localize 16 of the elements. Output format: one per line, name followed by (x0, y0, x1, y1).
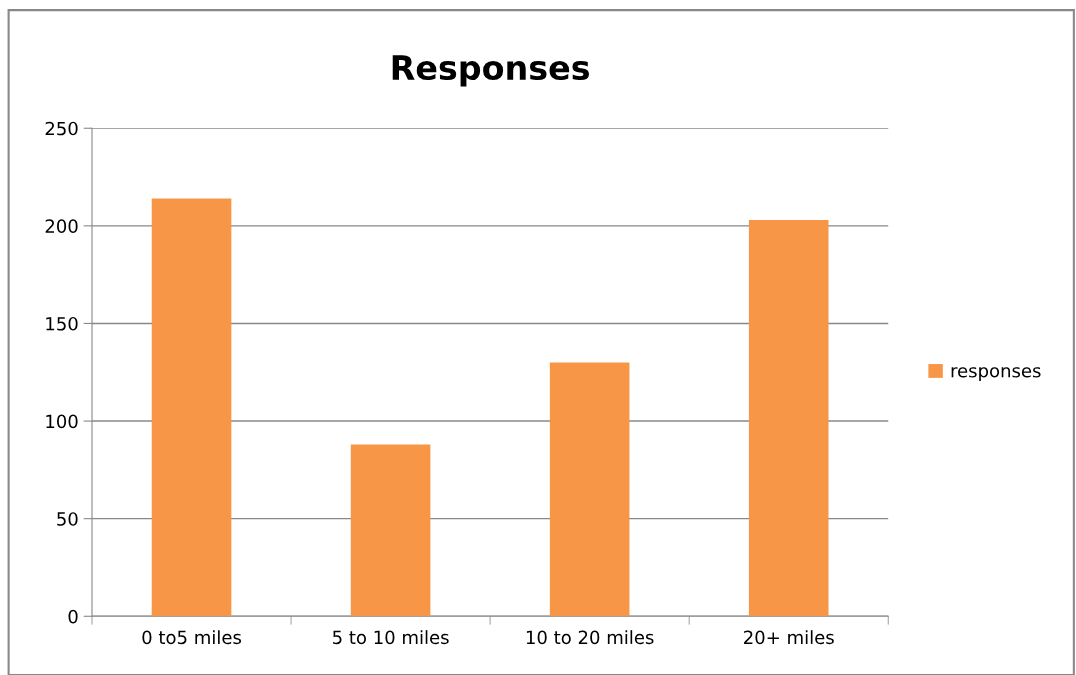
bar (748, 220, 829, 617)
y-tick-label: 250 (45, 121, 78, 136)
bar (151, 198, 232, 617)
bar (549, 362, 630, 617)
y-tick-label: 200 (45, 219, 78, 233)
y-tick-label: 50 (57, 512, 78, 526)
x-tick-label: 20+ miles (744, 630, 834, 645)
x-tick-label: 10 to 20 miles (526, 630, 654, 645)
legend-label: responses (951, 367, 1041, 381)
y-tick-label: 100 (46, 414, 78, 429)
bar (350, 444, 431, 617)
y-tick-label: 150 (46, 316, 78, 331)
chart-title: Responses (392, 55, 589, 87)
x-tick-label: 5 to 10 miles (333, 630, 449, 645)
y-tick-label: 0 (68, 609, 78, 624)
x-tick-label: 0 to5 miles (142, 630, 242, 645)
